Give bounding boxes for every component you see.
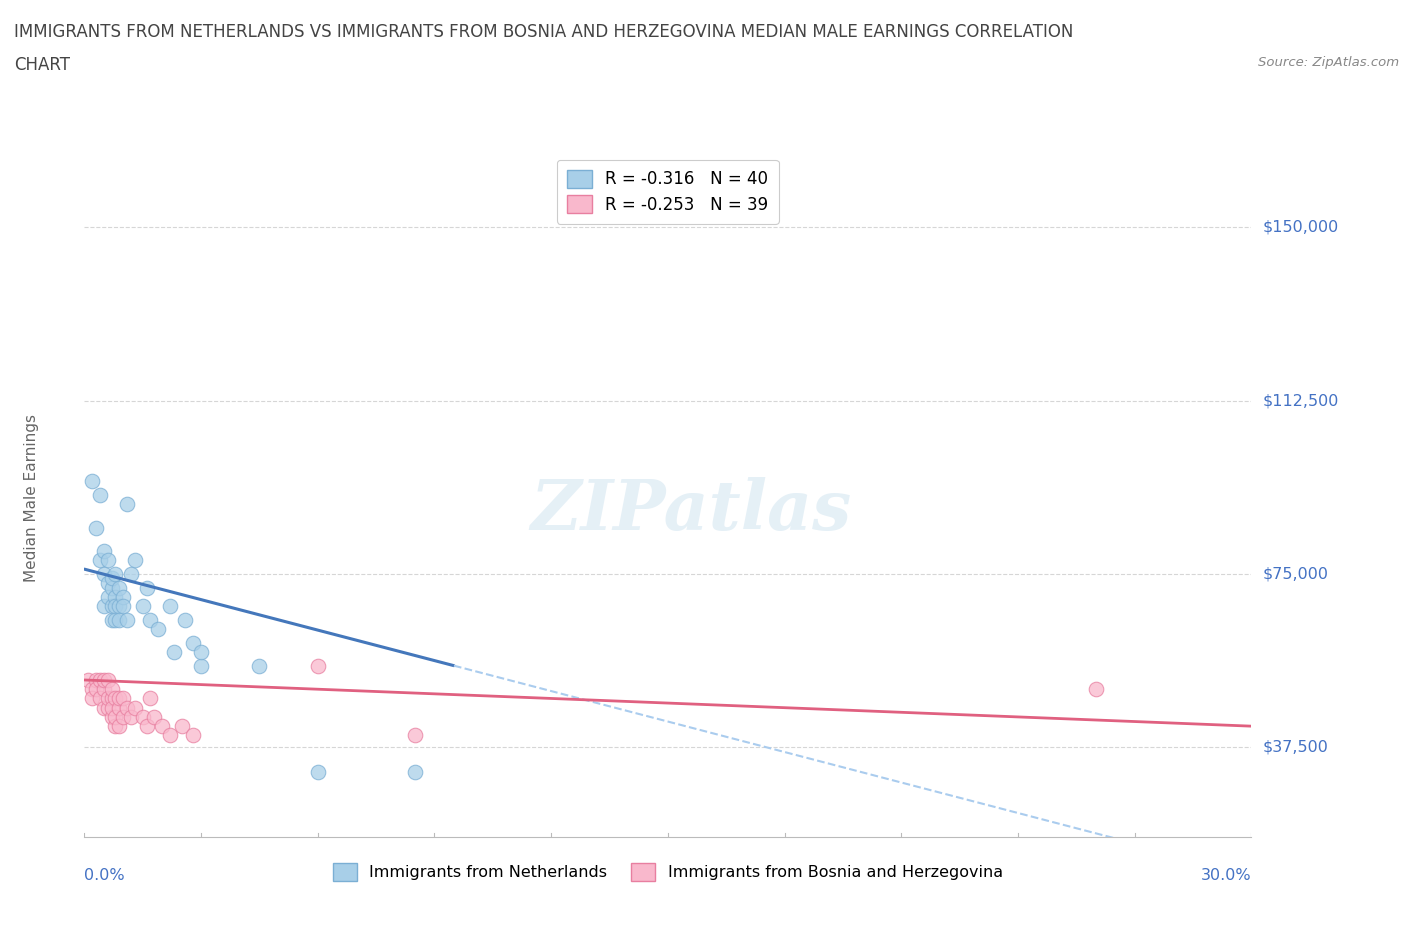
Point [100,580,122,595]
Point [132,599,155,614]
Point [100,613,122,628]
Point [100,700,122,715]
Point [104,710,127,724]
Point [93,682,115,697]
Point [124,700,146,715]
Point [93,599,115,614]
Point [307,658,329,673]
Text: $37,500: $37,500 [1263,739,1329,754]
Point [120,566,142,581]
Point [135,580,157,595]
Text: Median Male Earnings: Median Male Earnings [24,414,39,581]
Point [174,613,197,628]
Legend: Immigrants from Netherlands, Immigrants from Bosnia and Herzegovina: Immigrants from Netherlands, Immigrants … [323,854,1012,890]
Point [124,552,146,567]
Text: $112,500: $112,500 [1263,393,1339,408]
Point [108,719,131,734]
Point [93,543,115,558]
Point [181,635,204,650]
Point [108,580,131,595]
Point [112,599,135,614]
Point [181,728,204,743]
Point [404,764,426,779]
Point [190,658,212,673]
Point [89,672,111,687]
Point [93,672,115,687]
Point [307,764,329,779]
Text: $75,000: $75,000 [1263,566,1329,581]
Point [115,613,138,628]
Point [139,691,162,706]
Point [1084,682,1107,697]
Point [150,719,173,734]
Text: CHART: CHART [14,56,70,73]
Point [135,719,157,734]
Point [148,622,170,637]
Point [112,691,135,706]
Point [97,672,120,687]
Point [82,691,104,706]
Text: 0.0%: 0.0% [84,868,125,883]
Point [104,613,127,628]
Point [108,700,131,715]
Text: IMMIGRANTS FROM NETHERLANDS VS IMMIGRANTS FROM BOSNIA AND HERZEGOVINA MEDIAN MAL: IMMIGRANTS FROM NETHERLANDS VS IMMIGRANT… [14,23,1073,41]
Point [104,590,127,604]
Point [104,599,127,614]
Point [89,691,111,706]
Text: Source: ZipAtlas.com: Source: ZipAtlas.com [1258,56,1399,69]
Point [247,658,270,673]
Point [108,691,131,706]
Point [115,497,138,512]
Point [159,728,181,743]
Point [89,552,111,567]
Point [104,566,127,581]
Point [404,728,426,743]
Point [100,691,122,706]
Point [97,552,120,567]
Text: $150,000: $150,000 [1263,219,1339,235]
Point [104,719,127,734]
Point [93,566,115,581]
Point [100,571,122,586]
Text: ZIPatlas: ZIPatlas [530,477,852,545]
Point [132,710,155,724]
Point [93,700,115,715]
Point [97,576,120,591]
Point [89,488,111,503]
Point [100,599,122,614]
Point [84,682,107,697]
Point [100,710,122,724]
Point [82,474,104,489]
Point [170,719,193,734]
Point [100,682,122,697]
Point [82,682,104,697]
Point [97,691,120,706]
Point [108,613,131,628]
Point [190,644,212,659]
Point [84,520,107,535]
Point [139,613,162,628]
Point [120,710,142,724]
Point [163,644,186,659]
Point [97,590,120,604]
Point [97,700,120,715]
Point [112,590,135,604]
Point [108,599,131,614]
Point [115,700,138,715]
Text: 30.0%: 30.0% [1201,868,1251,883]
Point [112,710,135,724]
Point [104,691,127,706]
Point [159,599,181,614]
Point [84,672,107,687]
Point [77,672,100,687]
Point [143,710,166,724]
